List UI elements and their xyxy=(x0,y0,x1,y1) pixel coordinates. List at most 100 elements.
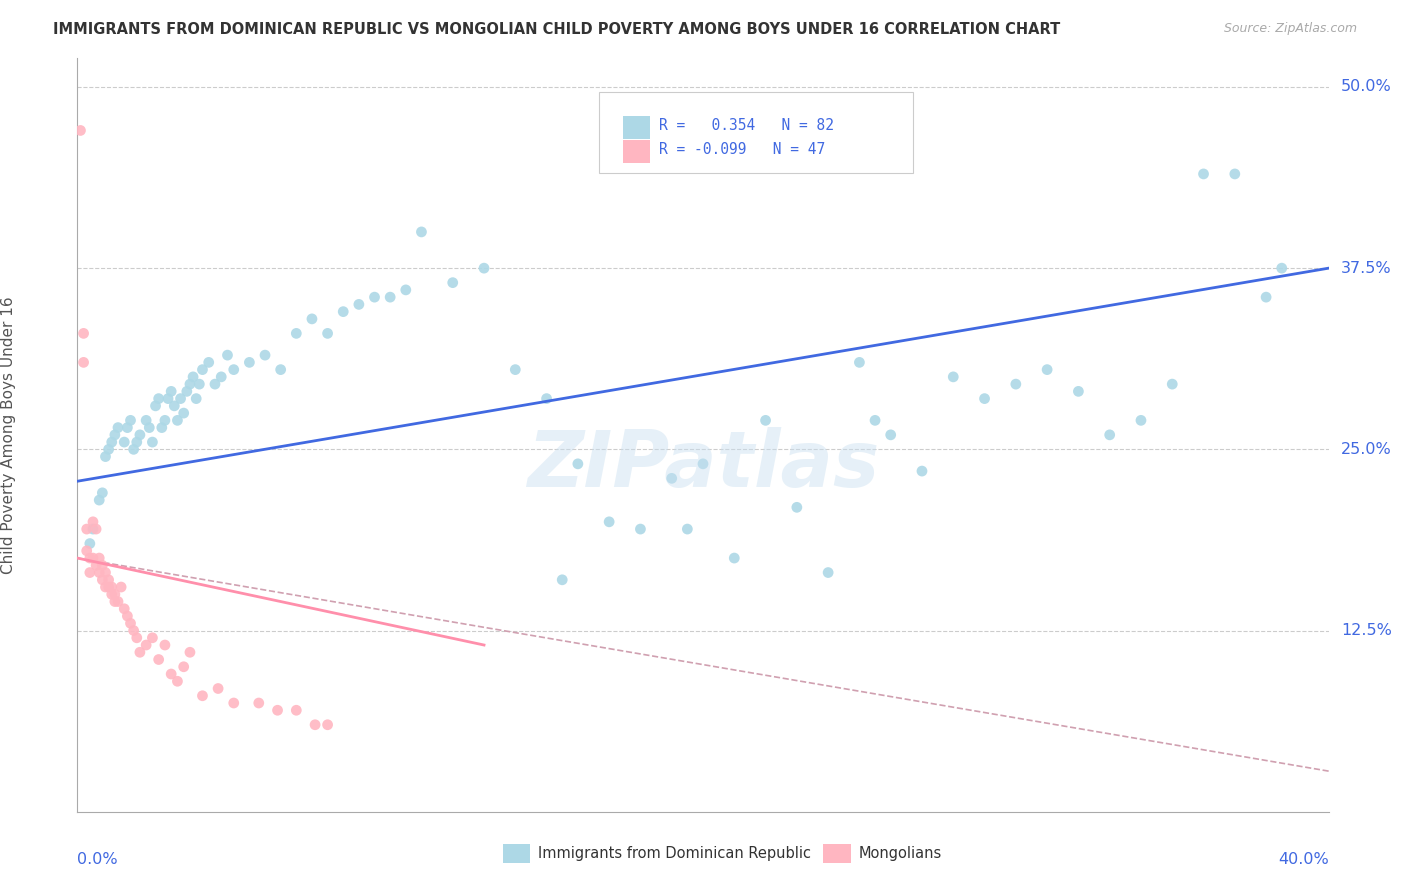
Text: R =   0.354   N = 82: R = 0.354 N = 82 xyxy=(659,119,834,133)
Point xyxy=(89,566,111,580)
Point xyxy=(247,696,270,710)
Point xyxy=(270,362,292,376)
Point xyxy=(173,660,195,674)
Point xyxy=(1271,261,1294,276)
Point xyxy=(125,435,148,450)
FancyBboxPatch shape xyxy=(823,844,851,863)
Point xyxy=(848,355,870,369)
Point xyxy=(129,428,152,442)
Point xyxy=(209,370,232,384)
Text: 12.5%: 12.5% xyxy=(1341,623,1392,638)
Point xyxy=(120,616,142,631)
Point xyxy=(973,392,995,406)
Point xyxy=(69,123,91,137)
Point xyxy=(160,667,183,681)
Point xyxy=(1223,167,1246,181)
Point xyxy=(135,413,157,427)
Point xyxy=(191,362,214,376)
Point xyxy=(100,435,122,450)
Text: Child Poverty Among Boys Under 16: Child Poverty Among Boys Under 16 xyxy=(1,296,15,574)
Point xyxy=(598,515,620,529)
Point xyxy=(204,377,226,392)
Point xyxy=(120,413,142,427)
Point xyxy=(82,515,104,529)
Point xyxy=(188,377,211,392)
Point xyxy=(301,312,323,326)
Point xyxy=(112,602,135,616)
Text: R = -0.099   N = 47: R = -0.099 N = 47 xyxy=(659,143,825,157)
Point xyxy=(104,428,127,442)
Point xyxy=(347,297,370,311)
Point xyxy=(141,435,163,450)
Point xyxy=(191,689,214,703)
Text: 0.0%: 0.0% xyxy=(77,853,118,867)
Point xyxy=(186,392,208,406)
Point xyxy=(84,558,107,573)
Point xyxy=(222,362,245,376)
Point xyxy=(304,717,326,731)
Point xyxy=(316,326,339,341)
Point xyxy=(723,551,745,566)
Point xyxy=(107,420,129,434)
Point xyxy=(661,471,683,485)
Point xyxy=(79,566,101,580)
Point xyxy=(145,399,167,413)
Point xyxy=(72,355,94,369)
Point xyxy=(104,594,127,608)
Point xyxy=(179,377,201,392)
Point xyxy=(107,594,129,608)
FancyBboxPatch shape xyxy=(623,116,651,138)
Point xyxy=(79,551,101,566)
Point xyxy=(395,283,418,297)
Point xyxy=(536,392,558,406)
Point xyxy=(97,573,120,587)
Point xyxy=(94,580,117,594)
Text: Source: ZipAtlas.com: Source: ZipAtlas.com xyxy=(1223,22,1357,36)
Point xyxy=(91,558,114,573)
Point xyxy=(942,370,965,384)
Point xyxy=(692,457,714,471)
Point xyxy=(266,703,288,717)
Point xyxy=(129,645,152,659)
Point xyxy=(363,290,385,304)
Point xyxy=(89,493,111,508)
Point xyxy=(122,624,145,638)
Point xyxy=(880,428,903,442)
Point xyxy=(94,566,117,580)
Point xyxy=(122,442,145,457)
Point xyxy=(112,435,135,450)
Point xyxy=(117,609,139,624)
Point xyxy=(104,587,127,601)
Text: IMMIGRANTS FROM DOMINICAN REPUBLIC VS MONGOLIAN CHILD POVERTY AMONG BOYS UNDER 1: IMMIGRANTS FROM DOMINICAN REPUBLIC VS MO… xyxy=(53,22,1060,37)
Point xyxy=(863,413,886,427)
Point xyxy=(176,384,198,399)
FancyBboxPatch shape xyxy=(599,92,914,173)
Point xyxy=(1004,377,1026,392)
Point xyxy=(911,464,934,478)
Point xyxy=(76,544,98,558)
Point xyxy=(76,522,98,536)
Point xyxy=(97,442,120,457)
Point xyxy=(1192,167,1215,181)
Point xyxy=(316,717,339,731)
Point xyxy=(91,573,114,587)
Point xyxy=(179,645,201,659)
Point xyxy=(222,696,245,710)
Point xyxy=(1254,290,1277,304)
Point xyxy=(160,384,183,399)
Text: 40.0%: 40.0% xyxy=(1278,853,1329,867)
Point xyxy=(82,551,104,566)
Point xyxy=(786,500,808,515)
Point xyxy=(79,536,101,550)
Text: Immigrants from Dominican Republic: Immigrants from Dominican Republic xyxy=(538,846,811,861)
Point xyxy=(411,225,433,239)
Point xyxy=(163,399,186,413)
Point xyxy=(1036,362,1059,376)
Point xyxy=(472,261,495,276)
Point xyxy=(567,457,589,471)
Point xyxy=(94,450,117,464)
Point xyxy=(141,631,163,645)
Point xyxy=(89,551,111,566)
Point xyxy=(441,276,464,290)
FancyBboxPatch shape xyxy=(503,844,530,863)
